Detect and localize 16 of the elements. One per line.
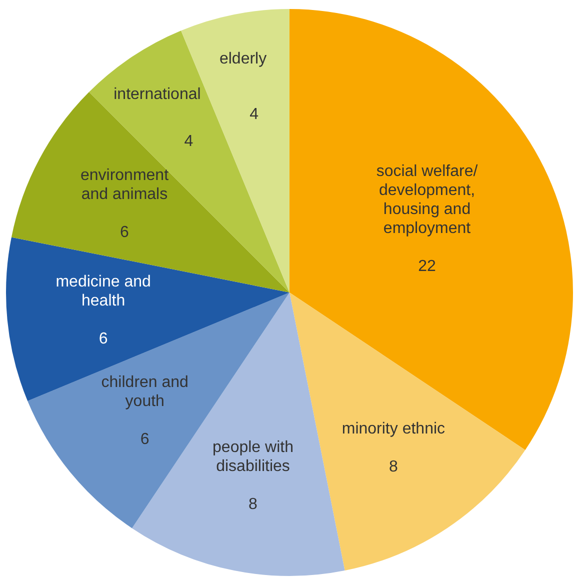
data-label: 6 <box>120 224 130 242</box>
slice-label: international <box>114 86 201 103</box>
slice-label: environment and animals <box>80 167 170 204</box>
slice-label: people with disabilities <box>212 438 294 475</box>
data-label: 8 <box>248 496 258 513</box>
slice-label: minority ethnic <box>342 420 446 438</box>
slice-label: children and youth <box>101 374 188 410</box>
data-label: 8 <box>389 458 398 476</box>
data-label: 6 <box>140 431 150 448</box>
data-label: 4 <box>184 133 194 150</box>
slice-label: medicine and health <box>56 274 151 310</box>
data-label: 22 <box>418 258 436 275</box>
slice-label: elderly <box>219 50 267 68</box>
data-label: 6 <box>98 330 108 348</box>
slice-label: social welfare/ development, housing and employment <box>376 162 478 237</box>
data-label: 4 <box>250 106 259 123</box>
